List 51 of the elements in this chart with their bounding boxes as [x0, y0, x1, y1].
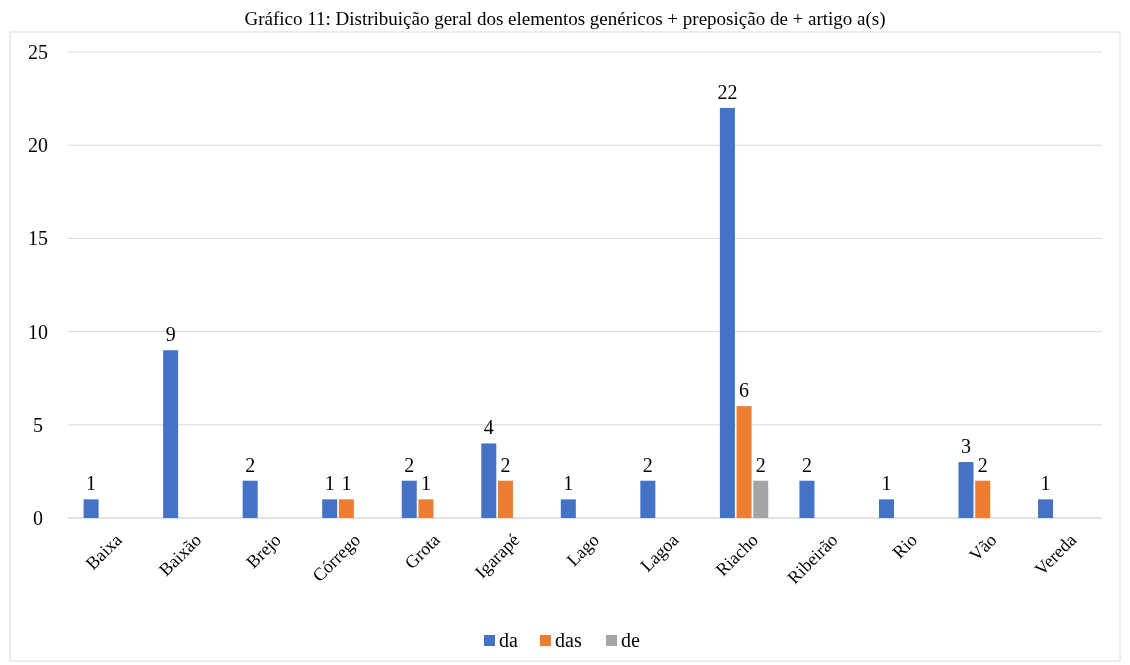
y-tick-label: 15 — [28, 227, 48, 250]
bar — [878, 499, 894, 518]
data-label: 2 — [642, 453, 653, 476]
bar — [242, 480, 258, 518]
y-tick-label: 10 — [28, 320, 48, 343]
y-tick-label: 0 — [33, 507, 43, 529]
bar — [322, 499, 338, 518]
bar — [975, 480, 991, 518]
bar — [338, 499, 354, 518]
bar — [83, 499, 99, 518]
data-label: 2 — [755, 453, 766, 476]
legend-label: das — [555, 629, 582, 651]
bar — [418, 499, 434, 518]
x-tick-label: Rio — [888, 529, 922, 563]
data-label: 1 — [881, 472, 892, 495]
bar — [481, 443, 497, 518]
x-tick-label: Vão — [965, 529, 1001, 566]
data-label: 1 — [341, 472, 352, 495]
data-label: 4 — [483, 416, 494, 439]
bar — [497, 480, 513, 518]
bar — [799, 480, 815, 518]
bar — [753, 480, 769, 518]
data-label: 2 — [404, 453, 415, 476]
legend-label: de — [621, 629, 640, 651]
data-label: 1 — [420, 472, 431, 495]
y-tick-label: 5 — [33, 413, 43, 436]
bar — [719, 107, 735, 518]
legend-label: da — [499, 629, 518, 651]
bar — [1038, 499, 1054, 518]
data-label: 2 — [500, 453, 511, 476]
data-label: 2 — [801, 453, 812, 476]
y-tick-label: 25 — [28, 41, 48, 63]
bar — [736, 406, 752, 518]
bar — [163, 350, 179, 518]
bar — [958, 462, 974, 518]
data-label: 1 — [1040, 472, 1051, 495]
bar — [560, 499, 576, 518]
y-tick-label: 20 — [28, 134, 48, 157]
data-label: 1 — [563, 472, 574, 495]
data-label: 1 — [324, 472, 335, 495]
bar — [640, 480, 656, 518]
data-label: 22 — [717, 80, 738, 103]
x-tick-label: Lago — [562, 529, 603, 571]
data-label: 9 — [165, 323, 176, 346]
chart-title: Gráfico 11: Distribuição geral dos elementos genéricos + preposição de + artigo a(s) — [244, 8, 886, 30]
data-label: 1 — [86, 472, 97, 495]
data-label: 6 — [739, 379, 750, 402]
data-label: 3 — [961, 435, 972, 458]
data-label: 2 — [245, 453, 256, 476]
data-label: 2 — [977, 453, 988, 476]
bar — [401, 480, 417, 518]
